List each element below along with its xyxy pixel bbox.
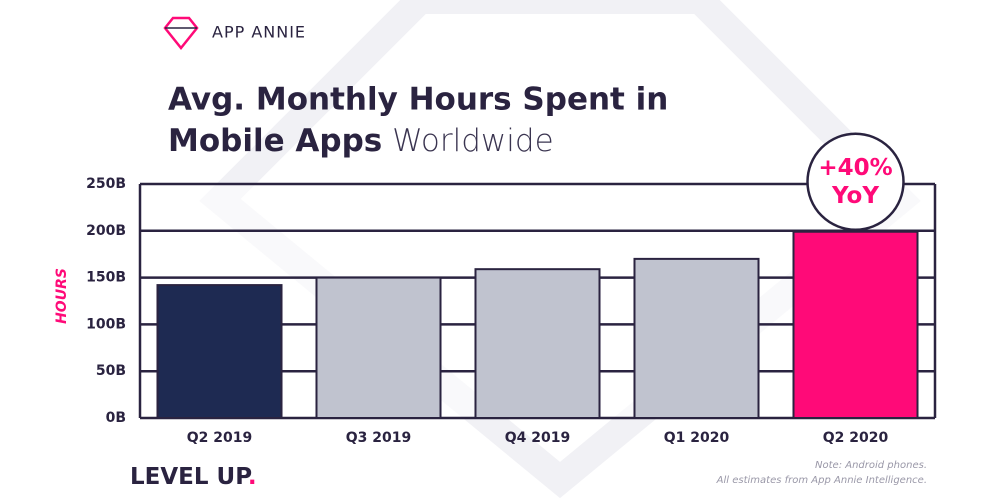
bar bbox=[315, 276, 442, 419]
tagline-line: LEVEL UP. bbox=[130, 464, 257, 490]
chart-subtitle: Worldwide bbox=[392, 123, 554, 159]
bar bbox=[156, 284, 283, 420]
x-tick-label: Q3 2019 bbox=[346, 430, 411, 446]
y-tick-label: 200B bbox=[86, 223, 126, 239]
chart-title: Avg. Monthly Hours Spent in bbox=[168, 82, 668, 118]
y-tick-label: 250B bbox=[86, 176, 126, 192]
y-tick-label: 100B bbox=[86, 316, 126, 332]
logo-icon bbox=[163, 16, 199, 51]
brand: APP ANNIE bbox=[212, 23, 306, 42]
y-tick-label: 150B bbox=[86, 270, 126, 286]
y-tick-label: 0B bbox=[106, 410, 126, 426]
chart-title-line: Mobile Apps Worldwide bbox=[168, 123, 554, 159]
bar bbox=[633, 257, 760, 419]
annotation: YoY bbox=[831, 183, 879, 209]
chart-title: Mobile Apps bbox=[168, 123, 382, 159]
tagline-mark: . bbox=[248, 464, 257, 490]
note: All estimates from App Annie Intelligenc… bbox=[716, 475, 927, 486]
bar bbox=[474, 268, 601, 419]
x-tick-label: Q1 2020 bbox=[664, 430, 730, 446]
x-tick-label: Q2 2019 bbox=[187, 430, 252, 446]
annotation-badge bbox=[806, 132, 905, 231]
x-tick-label: Q2 2020 bbox=[823, 430, 889, 446]
y-axis-label: HOURS bbox=[54, 268, 70, 324]
annotation: +40% bbox=[818, 155, 892, 181]
x-tick-label: Q4 2019 bbox=[505, 430, 570, 446]
bar bbox=[792, 230, 919, 419]
note: Note: Android phones. bbox=[815, 460, 927, 471]
tagline: LEVEL UP bbox=[130, 464, 251, 490]
y-tick-label: 50B bbox=[96, 363, 126, 379]
